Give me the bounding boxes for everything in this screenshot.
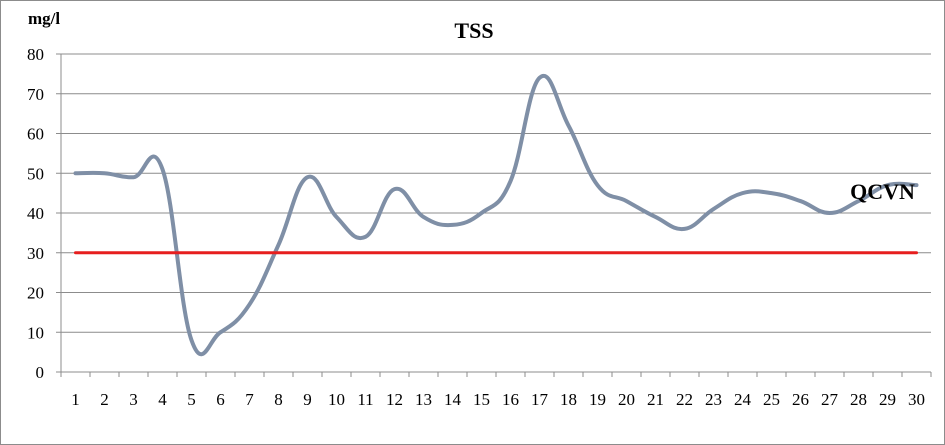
x-tick-label: 15 [473,390,490,409]
x-tick-label: 28 [850,390,867,409]
x-tick-label: 26 [792,390,809,409]
x-tick-label: 30 [908,390,925,409]
x-tick-label: 23 [705,390,722,409]
y-tick-label: 10 [27,323,44,342]
x-tick-label: 21 [647,390,664,409]
qcvn-annotation: QCVN [850,179,915,204]
y-axis-label: mg/l [28,9,60,28]
y-tick-label: 0 [36,363,45,382]
y-tick-label: 80 [27,45,44,64]
x-tick-label: 9 [303,390,312,409]
x-tick-label: 17 [531,390,549,409]
x-tick-label: 19 [589,390,606,409]
x-tick-label: 7 [245,390,254,409]
x-tick-label: 2 [100,390,109,409]
x-tick-label: 14 [444,390,462,409]
axes [60,54,931,373]
x-tick-labels: 1 2 3 4 5 6 7 8 9 10 11 12 13 14 15 16 17 18 19 20 21 22 23 24 2… [71,390,925,409]
x-tick-label: 22 [676,390,693,409]
x-tick-label: 12 [386,390,403,409]
y-tick-label: 70 [27,85,44,104]
y-tick-label: 20 [27,284,44,303]
x-tick-label: 4 [158,390,167,409]
tss-series-line [73,73,919,357]
x-tick-label: 13 [415,390,432,409]
y-tick-label: 50 [27,164,44,183]
x-tick-label: 20 [618,390,635,409]
series-lines [73,73,919,357]
x-tick-label: 25 [763,390,780,409]
x-tick-label: 18 [560,390,577,409]
x-tick-label: 1 [71,390,80,409]
chart-title: TSS [454,18,493,43]
x-tick-label: 16 [502,390,519,409]
x-tick-label: 29 [879,390,896,409]
x-tick-label: 24 [734,390,752,409]
y-tick-label: 40 [27,204,44,223]
x-tick-label: 27 [821,390,839,409]
y-tick-label: 30 [27,244,44,263]
y-tick-label: 60 [27,125,44,144]
x-tick-label: 10 [328,390,345,409]
x-tick-label: 6 [216,390,225,409]
x-tick-label: 3 [129,390,138,409]
x-tick-label: 11 [357,390,373,409]
y-tick-labels: 0 10 20 30 40 50 60 70 80 [27,45,44,382]
x-tick-label: 8 [274,390,283,409]
x-tick-label: 5 [187,390,196,409]
